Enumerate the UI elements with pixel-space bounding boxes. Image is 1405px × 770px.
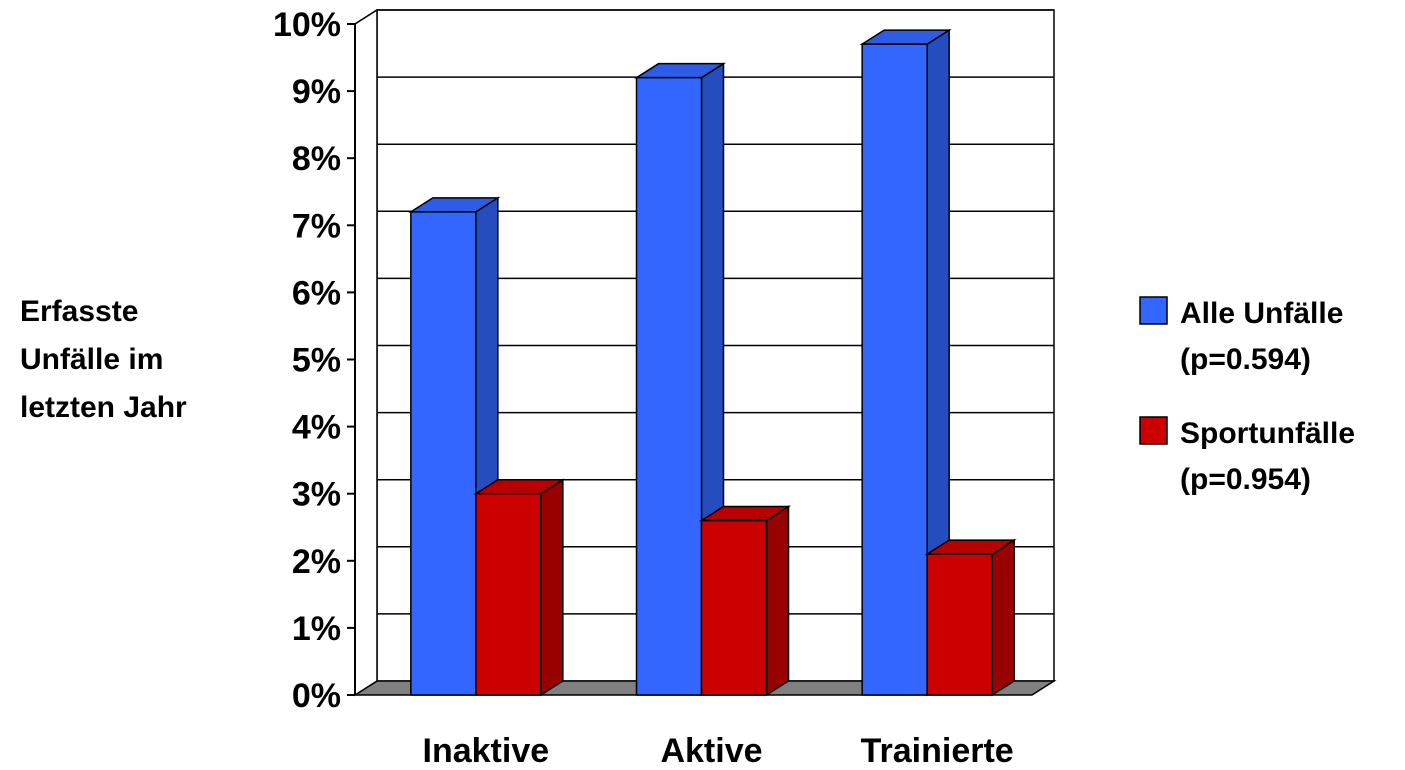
legend-label: Sportunfälle: [1180, 417, 1355, 450]
y-axis-title-line: letzten Jahr: [20, 391, 187, 424]
legend-swatch-alle-unfaelle: [1139, 296, 1168, 325]
bar-alle-unfaelle-1: [635, 76, 703, 696]
legend-swatch-sportunfaelle: [1139, 416, 1168, 445]
y-tick-label: 3%: [292, 476, 341, 514]
x-category-labels: Inaktive Aktive Trainierte: [423, 732, 1014, 770]
y-axis-title: Erfasste Unfälle im letzten Jahr: [20, 295, 187, 424]
y-tick-label: 9%: [292, 73, 341, 111]
bar-side-sport: [991, 538, 1015, 697]
y-tick-label: 6%: [292, 274, 341, 312]
bar-sportunfaelle-0: [475, 492, 542, 696]
legend-label: Alle Unfälle: [1180, 297, 1343, 330]
bar-side-sport: [765, 505, 790, 697]
x-category-label: Aktive: [660, 732, 762, 770]
y-axis-title-line: Erfasste: [20, 295, 138, 328]
y-tick-label: 5%: [292, 342, 341, 380]
y-tick-label: 8%: [292, 140, 341, 178]
legend-pvalue: (p=0.594): [1180, 343, 1311, 376]
bar-sportunfaelle-1: [700, 519, 768, 696]
bar-sportunfaelle-2: [926, 553, 993, 696]
bar-side-sport: [540, 478, 564, 697]
x-category-label: Trainierte: [861, 732, 1014, 770]
y-tick-label: 1%: [292, 610, 341, 648]
y-tick-label: 2%: [292, 543, 341, 581]
bar-alle-unfaelle-2: [861, 43, 928, 696]
y-tick-label: 10%: [273, 6, 341, 44]
y-tick-label: 4%: [292, 409, 341, 447]
legend: Alle Unfälle (p=0.594) Sportunfälle (p=0.95…: [1139, 296, 1355, 496]
y-tick-labels: 0% 1% 2% 3% 4% 5% 6% 7% 8% 9% 10%: [273, 6, 341, 715]
y-axis: [347, 8, 378, 697]
y-axis-title-line: Unfälle im: [20, 343, 163, 376]
y-tick-label: 0%: [292, 677, 341, 715]
bar-alle-unfaelle-0: [410, 211, 477, 696]
legend-pvalue: (p=0.954): [1180, 463, 1311, 496]
y-tick-label: 7%: [292, 207, 341, 245]
x-category-label: Inaktive: [423, 732, 550, 770]
side-wall: [354, 8, 378, 697]
bars: [408, 28, 1017, 697]
